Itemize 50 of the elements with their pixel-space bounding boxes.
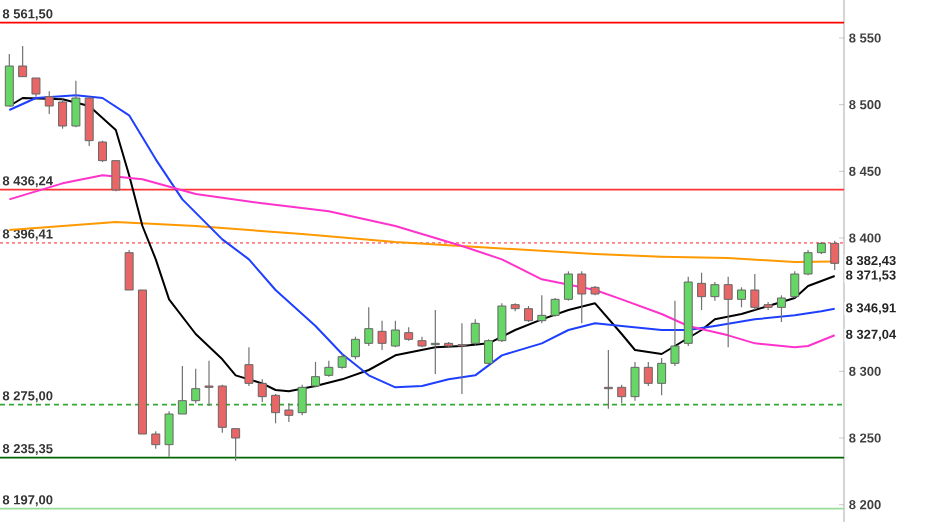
candlestick — [830, 240, 840, 271]
candlestick — [803, 249, 813, 276]
candlestick — [670, 300, 680, 367]
candlestick — [497, 302, 507, 343]
candlestick — [271, 393, 281, 424]
candlestick — [350, 336, 360, 360]
candlestick — [177, 365, 187, 415]
line-series — [8, 174, 836, 349]
candlestick — [191, 368, 201, 404]
candlestick — [71, 80, 81, 128]
candlestick — [630, 361, 640, 402]
candlestick — [297, 384, 307, 416]
candlestick — [390, 320, 400, 348]
candlestick — [737, 286, 746, 308]
candlestick — [657, 357, 667, 396]
candlestick — [4, 53, 14, 107]
candlestick — [550, 297, 560, 318]
candlestick — [244, 346, 254, 387]
candlestick — [44, 90, 54, 115]
candlestick — [537, 294, 547, 324]
candlestick — [790, 270, 800, 299]
candlestick — [697, 272, 707, 311]
candlestick — [231, 428, 241, 462]
candlestick — [377, 320, 387, 351]
candlestick — [643, 361, 653, 387]
candlestick — [603, 349, 613, 410]
candlestick — [563, 270, 573, 302]
candlestick — [31, 77, 41, 98]
candlestick — [124, 249, 134, 291]
candlestick — [311, 361, 320, 388]
candlestick — [457, 322, 467, 395]
candlestick — [470, 318, 480, 346]
candlestick — [58, 98, 68, 130]
candlestick — [204, 360, 214, 407]
candlestick — [364, 306, 374, 347]
candlestick — [617, 384, 627, 404]
candlestick — [577, 270, 587, 324]
candlestick — [111, 160, 121, 192]
candlestick — [710, 281, 720, 302]
candlestick — [723, 276, 733, 348]
candlestick — [164, 410, 174, 458]
candlestick — [430, 309, 440, 375]
candlestick — [257, 378, 267, 403]
candlestick — [284, 402, 294, 423]
candlestick — [18, 45, 28, 78]
candlestick — [776, 294, 786, 323]
candlestick — [750, 273, 760, 311]
candlestick — [484, 338, 494, 366]
candlestick — [217, 384, 227, 434]
candlestick — [84, 96, 94, 147]
